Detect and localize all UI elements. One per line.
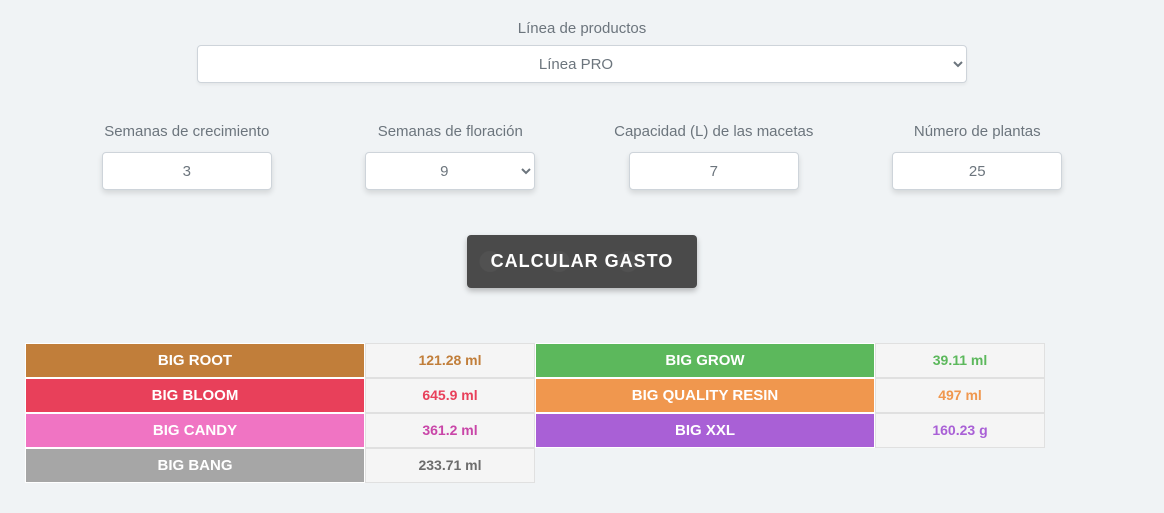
growth-weeks-input[interactable] [102,152,272,190]
result-value-cell: 39.11 ml [875,343,1045,378]
results-table: BIG ROOT121.28 mlBIG GROW39.11 ml BIG BLO… [25,343,1139,483]
result-value-cell: 361.2 ml [365,413,535,448]
result-name-cell: BIG ROOT [25,343,365,378]
plant-count-input[interactable] [892,152,1062,190]
flower-weeks-select[interactable]: 9 [365,152,535,190]
result-value-cell: 645.9 ml [365,378,535,413]
growth-weeks-label: Semanas de crecimiento [104,123,269,140]
inputs-row: Semanas de crecimiento Semanas de florac… [25,123,1139,190]
result-value-cell: 121.28 ml [365,343,535,378]
result-value-cell: 497 ml [875,378,1045,413]
result-name-cell: BIG XXL [535,413,875,448]
result-name-cell: BIG BLOOM [25,378,365,413]
result-name-cell: BIG GROW [535,343,875,378]
plant-count-label: Número de plantas [914,123,1041,140]
flower-weeks-label: Semanas de floración [378,123,523,140]
pot-capacity-input[interactable] [629,152,799,190]
product-line-label: Línea de productos [25,20,1139,37]
result-name-cell: BIG BANG [25,448,365,483]
calculate-button[interactable]: CALCULAR GASTO [467,235,698,288]
result-name-cell: BIG QUALITY RESIN [535,378,875,413]
result-value-cell: 233.71 ml [365,448,535,483]
product-line-select[interactable]: Línea PRO [197,45,967,83]
result-name-cell: BIG CANDY [25,413,365,448]
pot-capacity-label: Capacidad (L) de las macetas [614,123,813,140]
result-value-cell: 160.23 g [875,413,1045,448]
